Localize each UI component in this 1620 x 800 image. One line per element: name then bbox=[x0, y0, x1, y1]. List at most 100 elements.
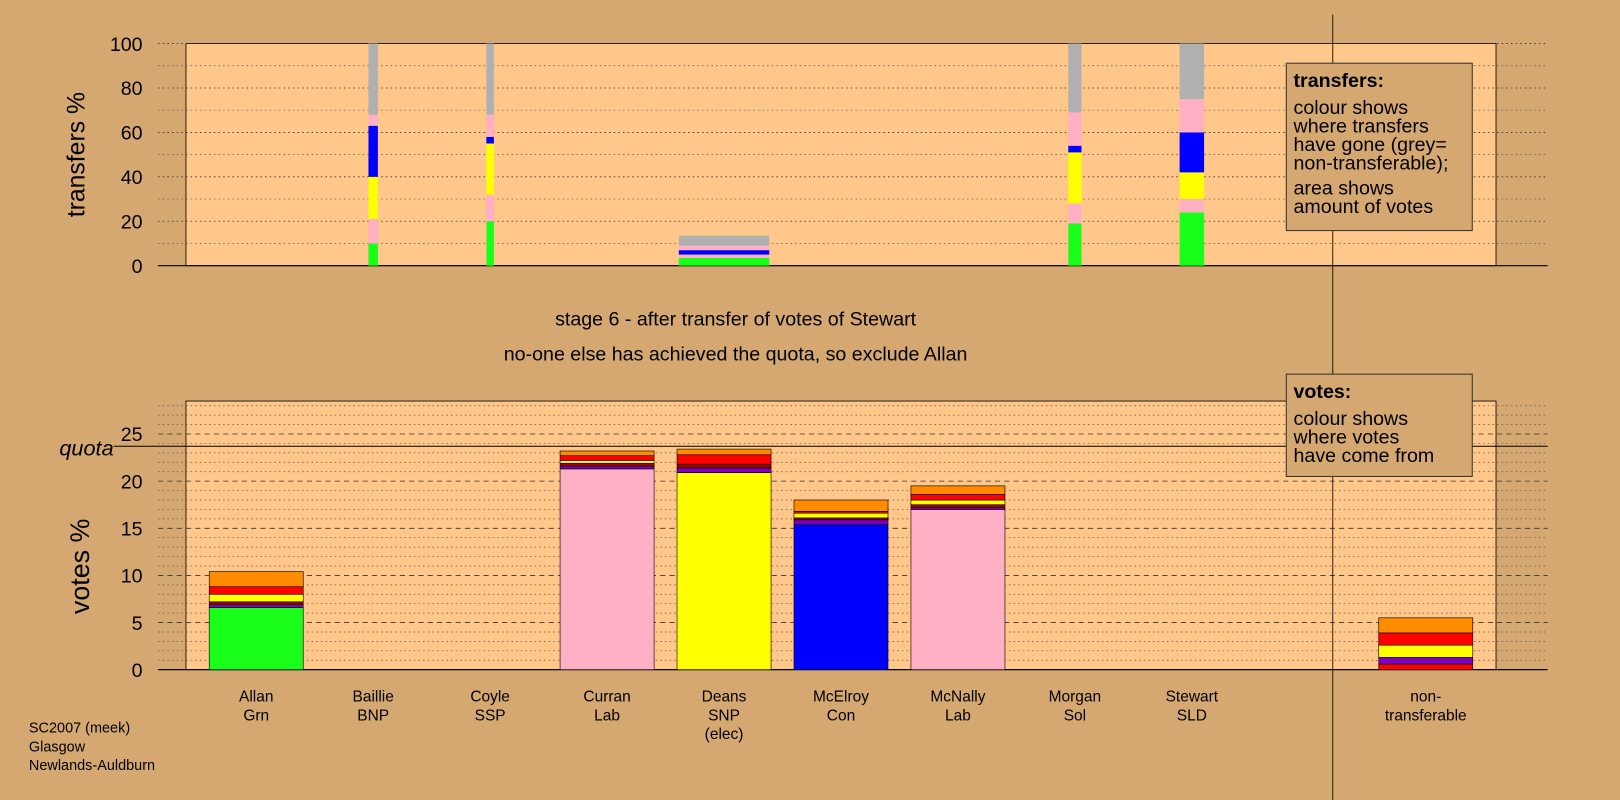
bar-segment bbox=[208, 571, 304, 588]
x-tick-label: Baillie bbox=[353, 689, 394, 706]
bar-segment bbox=[793, 519, 889, 525]
legend-text: where transfers bbox=[1293, 115, 1429, 137]
bar-segment bbox=[208, 593, 304, 603]
bar-segment bbox=[486, 114, 494, 137]
bar-segment bbox=[1068, 152, 1082, 204]
bar-segment bbox=[676, 454, 772, 465]
y-tick-label: 20 bbox=[121, 211, 143, 233]
bar-segment bbox=[486, 221, 494, 266]
x-tick-label: Stewart bbox=[1166, 689, 1219, 706]
bar-segment bbox=[486, 136, 494, 144]
bar-segment bbox=[368, 114, 378, 126]
bar-segment bbox=[368, 219, 378, 244]
quota-label: quota bbox=[59, 436, 113, 461]
bar-segment bbox=[1068, 223, 1082, 266]
legend-heading: votes: bbox=[1294, 381, 1352, 403]
legend-text: have come from bbox=[1294, 445, 1435, 467]
bar-segment bbox=[559, 462, 655, 467]
y-tick-label: 100 bbox=[110, 34, 143, 56]
x-tick-label: SNP bbox=[708, 707, 740, 724]
x-tick-label: Allan bbox=[239, 689, 273, 706]
bar-segment bbox=[793, 524, 889, 670]
x-tick-label: McNally bbox=[930, 689, 985, 706]
bar-segment bbox=[1179, 99, 1205, 133]
x-tick-label: Sol bbox=[1064, 707, 1086, 724]
y-tick-label: 60 bbox=[121, 123, 143, 145]
x-tick-label: Coyle bbox=[470, 689, 510, 706]
x-tick-label: Curran bbox=[583, 689, 630, 706]
top-plot bbox=[185, 43, 1497, 267]
x-tick-label: BNP bbox=[357, 707, 389, 724]
bar-segment bbox=[678, 254, 770, 258]
bar-segment bbox=[910, 499, 1006, 506]
bar-segment bbox=[1378, 657, 1474, 665]
bar-segment bbox=[676, 472, 772, 670]
x-tick-label: Morgan bbox=[1049, 689, 1102, 706]
x-tick-label: SLD bbox=[1177, 707, 1207, 724]
bar-segment bbox=[208, 601, 304, 605]
bar-segment bbox=[910, 485, 1006, 495]
bar-segment bbox=[1068, 112, 1082, 146]
legend-text: colour shows bbox=[1294, 97, 1409, 119]
bar-segment bbox=[1179, 132, 1205, 173]
footer: Glasgow bbox=[29, 739, 86, 755]
y-tick-label: 10 bbox=[121, 566, 143, 588]
footer: SC2007 (meek) bbox=[29, 721, 130, 737]
legend-text: non-transferable); bbox=[1294, 153, 1449, 175]
y-axis-label: transfers % bbox=[64, 92, 91, 217]
legend-box-frame bbox=[1285, 373, 1473, 477]
bar-segment bbox=[559, 455, 655, 461]
bar-segment bbox=[1179, 43, 1205, 100]
legend-heading: transfers: bbox=[1294, 70, 1385, 92]
bar-segment bbox=[910, 504, 1006, 508]
y-tick-label: 0 bbox=[132, 660, 143, 682]
x-tick-label: McElroy bbox=[813, 689, 869, 706]
bar-segment bbox=[208, 604, 304, 608]
x-tick-label: Con bbox=[827, 707, 855, 724]
y-tick-label: 15 bbox=[121, 519, 143, 541]
bar-segment bbox=[368, 176, 378, 220]
stage-text: stage 6 - after transfer of votes of Ste… bbox=[555, 309, 917, 331]
x-tick-label: transferable bbox=[1385, 707, 1467, 724]
x-tick-label: non- bbox=[1410, 689, 1441, 706]
footer: Newlands-Auldburn bbox=[29, 758, 155, 774]
bar-segment bbox=[793, 512, 889, 519]
bar-segment bbox=[678, 250, 770, 255]
bar-segment bbox=[1378, 663, 1474, 670]
x-tick-label: Lab bbox=[594, 707, 620, 724]
y-tick-label: 25 bbox=[121, 424, 143, 446]
bar-segment bbox=[486, 143, 494, 195]
bar-segment bbox=[368, 243, 378, 266]
bar-segment bbox=[1068, 203, 1082, 224]
bar-segment bbox=[559, 460, 655, 464]
x-tick-label: Deans bbox=[702, 689, 747, 706]
bar-segment bbox=[910, 494, 1006, 501]
bar-segment bbox=[676, 463, 772, 469]
legend-text: amount of votes bbox=[1294, 196, 1434, 218]
legend-text: where votes bbox=[1293, 426, 1400, 448]
bar-segment bbox=[1179, 199, 1205, 213]
bar-segment bbox=[208, 586, 304, 595]
legend-text: colour shows bbox=[1294, 408, 1409, 430]
y-tick-label: 40 bbox=[121, 167, 143, 189]
bar-segment bbox=[676, 448, 772, 456]
bar-segment bbox=[793, 499, 889, 512]
x-tick-label: SSP bbox=[475, 707, 506, 724]
bar-segment bbox=[1378, 632, 1474, 646]
legend-text: area shows bbox=[1294, 177, 1395, 199]
bar-segment bbox=[1378, 644, 1474, 658]
bar-segment bbox=[486, 43, 494, 115]
y-axis-label: votes % bbox=[65, 519, 95, 615]
bar-segment bbox=[678, 245, 770, 251]
legend-text: have gone (grey= bbox=[1294, 134, 1447, 156]
y-tick-label: 0 bbox=[132, 256, 143, 278]
bar-segment bbox=[1068, 145, 1082, 153]
bar-segment bbox=[1378, 617, 1474, 634]
bar-segment bbox=[1179, 172, 1205, 200]
y-tick-label: 5 bbox=[132, 613, 143, 635]
y-tick-label: 20 bbox=[121, 471, 143, 493]
